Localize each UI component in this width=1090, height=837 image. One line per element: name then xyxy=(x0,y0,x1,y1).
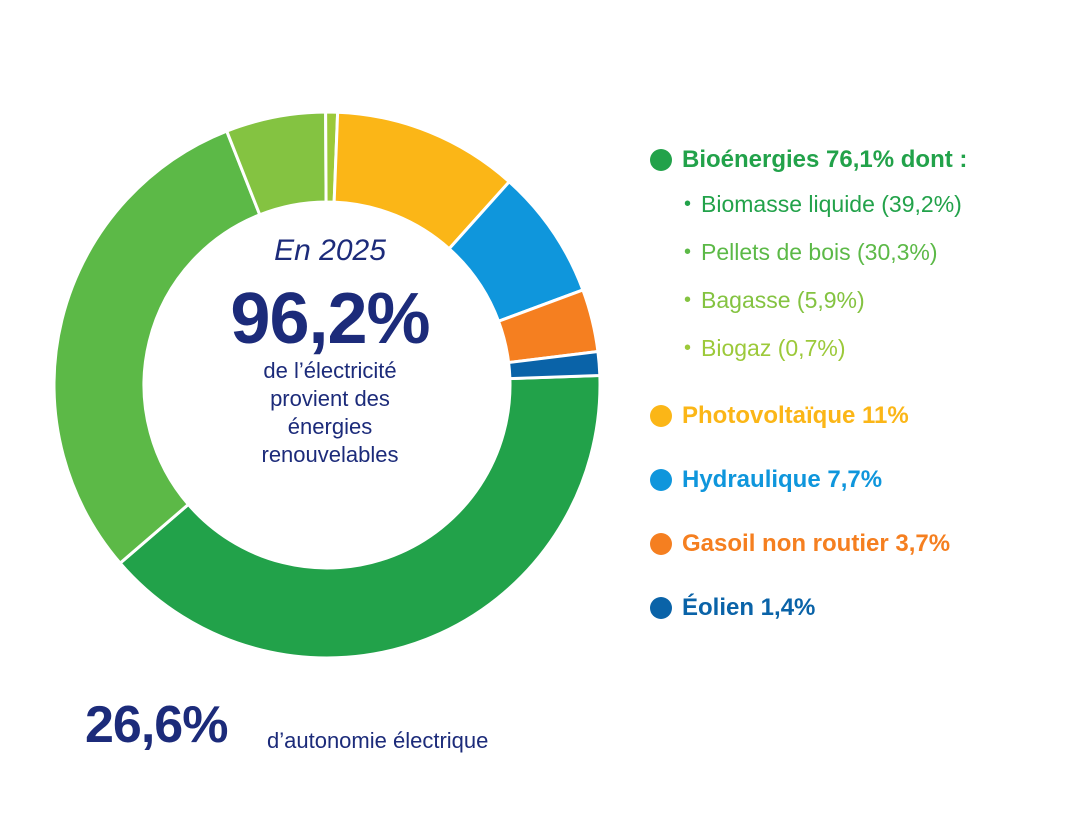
bullet-icon: • xyxy=(684,288,692,311)
bullet-icon: • xyxy=(684,192,692,215)
legend-subitem: • Bagasse (5,9%) xyxy=(650,276,1080,324)
legend-label: Pellets de bois (30,3%) xyxy=(701,238,938,265)
donut-slice-1 xyxy=(52,129,262,566)
legend-label: Photovoltaïque 11% xyxy=(682,402,909,429)
legend-item: Hydraulique 7,7% xyxy=(650,460,1080,500)
legend-label: Bioénergies 76,1% dont : xyxy=(682,146,968,173)
legend-item: Éolien 1,4% xyxy=(650,588,1080,628)
center-description: de l’électricité provient des énergies r… xyxy=(195,357,465,469)
legend: Bioénergies 76,1% dont : • Biomasse liquid… xyxy=(650,140,1080,628)
center-desc-line: provient des xyxy=(270,386,390,411)
legend-dot-icon xyxy=(650,533,672,555)
legend-label: Biogaz (0,7%) xyxy=(701,334,846,361)
legend-item: Gasoil non routier 3,7% xyxy=(650,524,1080,564)
donut-slice-0 xyxy=(118,373,602,660)
legend-subitem: • Pellets de bois (30,3%) xyxy=(650,228,1080,276)
legend-dot-icon xyxy=(650,469,672,491)
legend-dot-icon xyxy=(650,149,672,171)
legend-dot-icon xyxy=(650,597,672,619)
legend-label: Gasoil non routier 3,7% xyxy=(682,530,951,557)
center-year: En 2025 xyxy=(274,234,386,267)
legend-subitem: • Biogaz (0,7%) xyxy=(650,324,1080,372)
autonomy-label: d’autonomie électrique xyxy=(267,728,489,753)
legend-label: Éolien 1,4% xyxy=(682,594,816,621)
legend-item: Photovoltaïque 11% xyxy=(650,396,1080,436)
legend-item: Bioénergies 76,1% dont : xyxy=(650,140,1080,180)
center-desc-line: renouvelables xyxy=(261,442,399,467)
bullet-icon: • xyxy=(684,336,692,359)
legend-dot-icon xyxy=(650,405,672,427)
legend-label: Hydraulique 7,7% xyxy=(682,466,883,493)
legend-subitem: • Biomasse liquide (39,2%) xyxy=(650,180,1080,228)
donut-chart xyxy=(52,110,602,660)
legend-label: Bagasse (5,9%) xyxy=(701,286,865,313)
autonomy-percent: 26,6% xyxy=(85,696,228,754)
legend-label: Biomasse liquide (39,2%) xyxy=(701,190,962,217)
center-desc-line: énergies xyxy=(287,414,373,439)
bullet-icon: • xyxy=(684,240,692,263)
center-percent: 96,2% xyxy=(230,279,430,359)
center-desc-line: de l’électricité xyxy=(263,358,397,383)
donut-slice-7 xyxy=(506,349,602,381)
